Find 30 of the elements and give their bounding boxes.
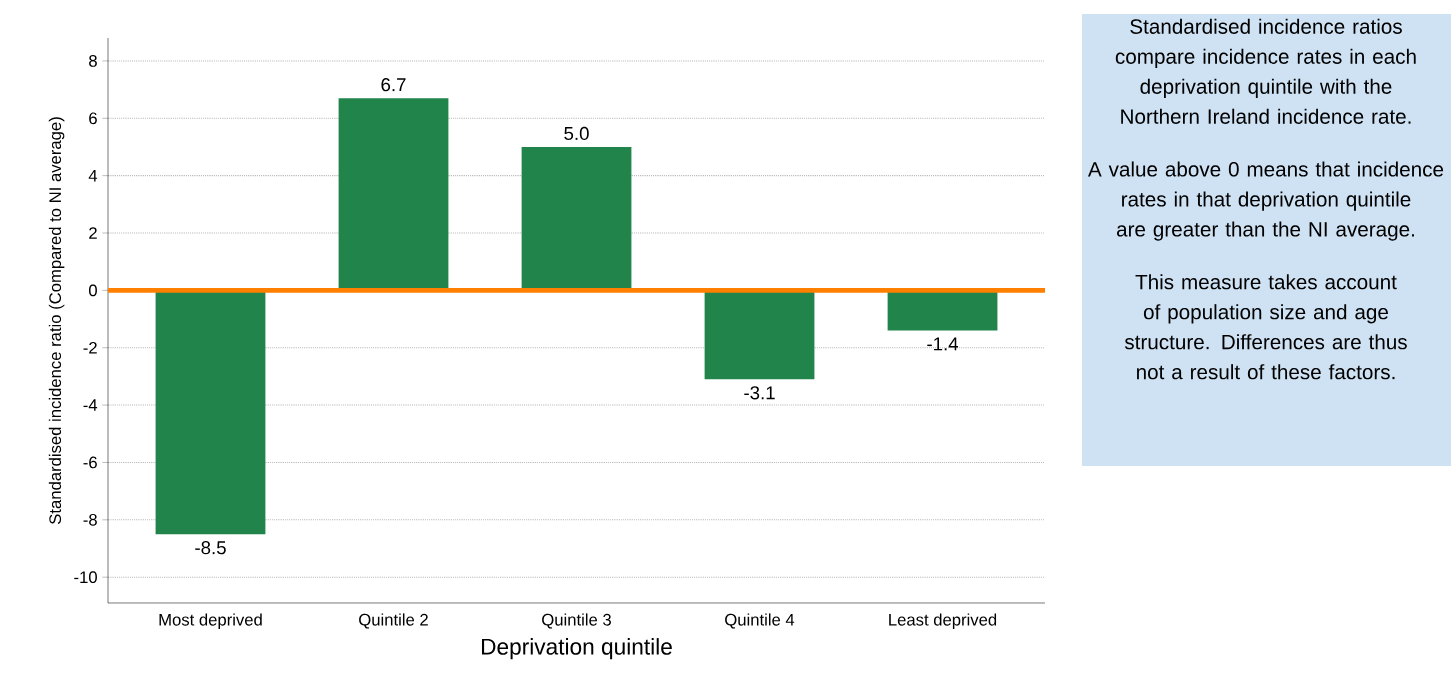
y-tick-label: -10 — [74, 571, 97, 584]
x-axis-title: Deprivation quintile — [481, 638, 672, 660]
data-label: 5.0 — [564, 126, 589, 141]
data-label: -8.5 — [195, 541, 226, 555]
y-tick-label: 4 — [88, 169, 98, 182]
x-tick-label: Quintile 3 — [542, 613, 611, 629]
text: A value above 0 means that incidence rates in that deprivation quintile are greater than the NI average. — [1087, 161, 1444, 241]
y-tick-label: -8 — [83, 513, 97, 526]
bar — [887, 290, 998, 331]
y-tick-label: 0 — [88, 284, 97, 297]
y-tick-label: -4 — [83, 399, 98, 411]
y-tick-label: -2 — [83, 341, 97, 354]
x-tick-label: Most deprived — [159, 613, 262, 629]
y-tick-label: 2 — [89, 227, 97, 239]
bar — [521, 146, 632, 291]
y-tick-label: 6 — [89, 112, 97, 125]
data-label: -3.1 — [744, 386, 775, 400]
data-label: 6.7 — [381, 78, 406, 92]
y-axis-title: Standardised incidence ratio (Compared to NI average) — [48, 117, 65, 525]
x-tick-label: Quintile 2 — [359, 613, 428, 629]
y-tick-label: -6 — [83, 456, 97, 469]
bar — [155, 290, 266, 535]
text: Standardised incidence ratios compare incidence rates in each deprivation quintile with the Northern Ireland incidence rate. — [1115, 18, 1416, 124]
bar — [704, 290, 815, 380]
y-tick-label: 8 — [89, 55, 97, 67]
x-tick-label: Least deprived — [889, 613, 997, 629]
text: This measure takes account of population size and age structure. Differences are thus not a result of these factors. — [1124, 274, 1407, 380]
data-label: -1.4 — [927, 337, 959, 351]
bar — [338, 98, 449, 291]
x-tick-label: Quintile 4 — [725, 613, 795, 629]
